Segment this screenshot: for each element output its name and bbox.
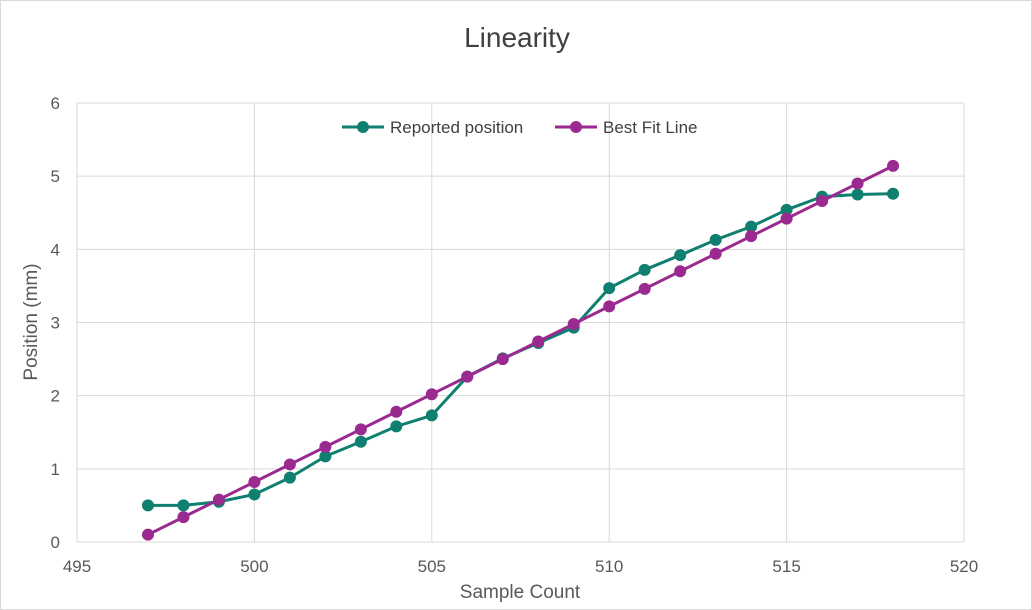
data-point-reported-position-497 — [141, 499, 154, 512]
data-point-reported-position-504 — [390, 420, 403, 433]
x-axis-label: Sample Count — [460, 582, 581, 603]
series-layer — [141, 159, 900, 541]
x-tick-label-505: 505 — [418, 557, 446, 576]
data-point-best-fit-line-515 — [780, 212, 793, 225]
legend-marker-dot-reported-position — [357, 121, 369, 133]
data-point-best-fit-line-510 — [603, 300, 616, 313]
data-point-reported-position-501 — [283, 471, 296, 484]
data-point-reported-position-500 — [248, 488, 261, 501]
data-point-reported-position-502 — [319, 450, 332, 463]
data-point-best-fit-line-505 — [425, 388, 438, 401]
y-tick-label-2: 2 — [51, 387, 60, 406]
y-axis-label: Position (mm) — [21, 263, 42, 380]
data-point-best-fit-line-498 — [177, 511, 190, 524]
data-point-best-fit-line-509 — [567, 317, 580, 330]
legend-marker-dot-best-fit-line — [570, 121, 582, 133]
data-point-reported-position-498 — [177, 499, 190, 512]
y-tick-label-3: 3 — [51, 314, 60, 333]
data-point-best-fit-line-499 — [212, 493, 225, 506]
data-point-best-fit-line-502 — [319, 440, 332, 453]
data-point-best-fit-line-500 — [248, 476, 261, 489]
x-tick-label-510: 510 — [595, 557, 623, 576]
y-tick-label-6: 6 — [51, 94, 60, 113]
x-tick-label-500: 500 — [240, 557, 268, 576]
y-tick-labels: 0 1 2 3 4 5 6 — [51, 94, 60, 552]
data-point-best-fit-line-507 — [496, 353, 509, 366]
x-tick-label-520: 520 — [950, 557, 978, 576]
data-point-reported-position-511 — [638, 263, 651, 276]
gridlines — [76, 102, 965, 543]
data-point-best-fit-line-511 — [638, 282, 651, 295]
y-tick-label-5: 5 — [51, 167, 60, 186]
data-point-reported-position-515 — [780, 203, 793, 216]
legend-label-reported-position: Reported position — [390, 118, 523, 137]
data-point-best-fit-line-508 — [532, 335, 545, 348]
data-point-reported-position-505 — [425, 409, 438, 422]
data-point-best-fit-line-514 — [745, 230, 758, 243]
data-point-reported-position-503 — [354, 435, 367, 448]
data-point-best-fit-line-516 — [816, 195, 829, 208]
data-point-best-fit-line-504 — [390, 405, 403, 418]
data-point-best-fit-line-518 — [887, 159, 900, 172]
data-point-best-fit-line-513 — [709, 247, 722, 260]
data-point-reported-position-510 — [603, 282, 616, 295]
series-line-best-fit-line — [147, 164, 894, 537]
x-tick-label-495: 495 — [63, 557, 91, 576]
data-point-best-fit-line-497 — [141, 528, 154, 541]
x-tick-label-515: 515 — [772, 557, 800, 576]
data-point-reported-position-518 — [887, 187, 900, 200]
legend: Reported position Best Fit Line — [342, 118, 698, 137]
data-point-best-fit-line-503 — [354, 423, 367, 436]
data-point-best-fit-line-517 — [851, 177, 864, 190]
data-point-best-fit-line-506 — [461, 370, 474, 383]
data-point-reported-position-512 — [674, 249, 687, 262]
data-point-reported-position-517 — [851, 188, 864, 201]
data-point-best-fit-line-501 — [283, 458, 296, 471]
chart-title: Linearity — [464, 22, 570, 53]
data-point-reported-position-514 — [745, 220, 758, 233]
y-tick-label-4: 4 — [51, 240, 60, 259]
y-tick-label-0: 0 — [51, 533, 60, 552]
y-tick-label-1: 1 — [51, 460, 60, 479]
data-point-best-fit-line-512 — [674, 265, 687, 278]
data-point-reported-position-513 — [709, 233, 722, 246]
legend-label-best-fit-line: Best Fit Line — [603, 118, 698, 137]
x-tick-labels: 495 500 505 510 515 520 — [63, 557, 978, 576]
